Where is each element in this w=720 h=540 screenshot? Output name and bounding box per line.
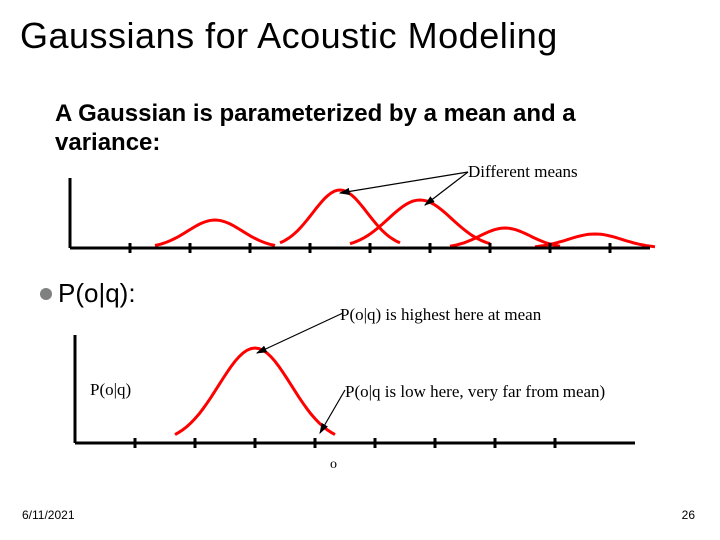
chart1-curves (155, 190, 655, 247)
footer-page-number: 26 (682, 508, 695, 522)
footer-date: 6/11/2021 (22, 508, 75, 522)
chart2-arrows (257, 313, 345, 433)
x-axis-label: o (330, 457, 337, 473)
chart1-arrows (340, 172, 468, 205)
bullet-dot-icon (40, 288, 52, 300)
slide-title: Gaussians for Acoustic Modeling (20, 15, 558, 57)
multi-gaussian-chart (70, 178, 650, 253)
bullet-text: P(o|q): (58, 278, 136, 309)
bullet-row: P(o|q): (40, 278, 136, 309)
chart2-curve (175, 348, 335, 435)
annotation-peak: P(o|q) is highest here at mean (340, 305, 541, 325)
slide-subtitle: A Gaussian is parameterized by a mean an… (55, 100, 675, 158)
chart2-axes (75, 335, 635, 448)
slide: Gaussians for Acoustic Modeling A Gaussi… (0, 0, 720, 540)
single-gaussian-chart (75, 335, 635, 450)
